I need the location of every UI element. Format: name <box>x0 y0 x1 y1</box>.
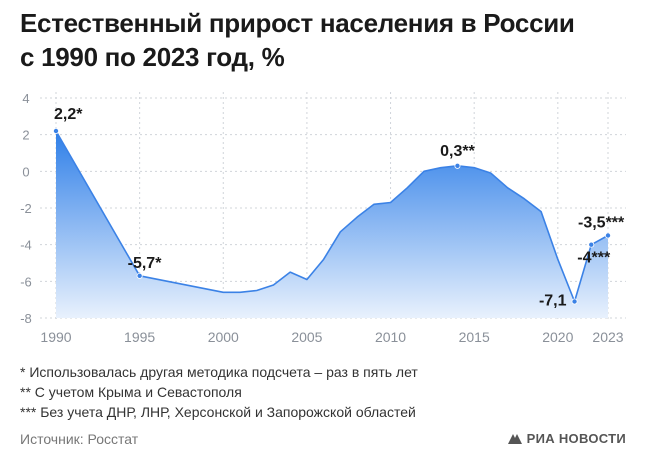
data-label: -5,7* <box>128 255 163 272</box>
data-label: 0,3** <box>440 143 475 160</box>
data-label: -4*** <box>577 250 611 267</box>
data-label: 2,2* <box>54 106 83 123</box>
brand-logo: РИА НОВОСТИ <box>507 431 626 446</box>
footnote-1: * Использовалась другая методика подсчет… <box>20 364 418 380</box>
area-fill <box>56 131 608 318</box>
data-point <box>571 298 578 305</box>
x-tick-label: 1990 <box>40 329 71 345</box>
data-point <box>136 272 143 279</box>
y-tick-label: -4 <box>20 238 32 253</box>
footnote-2: ** С учетом Крыма и Севастополя <box>20 384 242 400</box>
x-tick-label: 2020 <box>542 329 573 345</box>
title-line-1: Естественный прирост населения в России <box>20 8 575 38</box>
data-label: -3,5*** <box>578 215 625 232</box>
brand-name: РИА НОВОСТИ <box>526 431 626 446</box>
data-label: -7,1 <box>539 293 567 310</box>
data-point <box>53 127 60 134</box>
y-tick-label: 0 <box>22 164 29 179</box>
y-tick-label: -8 <box>20 311 32 326</box>
data-point <box>454 162 461 169</box>
x-tick-label: 2015 <box>459 329 490 345</box>
series-line-1 <box>55 130 576 302</box>
x-tick-label: 2000 <box>208 329 239 345</box>
y-tick-label: -2 <box>20 201 32 216</box>
title-line-2: с 1990 по 2023 год, % <box>20 42 285 72</box>
x-tick-label: 1995 <box>124 329 155 345</box>
data-point <box>605 232 612 239</box>
area-chart: 2,2* -5,7* 0,3** -7,1 -4*** -3,5*** 4 2 0 -2 -4 -6… <box>20 91 626 345</box>
x-tick-label: 2005 <box>291 329 322 345</box>
ria-logo-icon <box>507 433 522 444</box>
footnote-3: *** Без учета ДНР, ЛНР, Херсонской и Зап… <box>20 404 416 420</box>
y-tick-label: 2 <box>22 128 29 143</box>
source-text: Источник: Росстат <box>20 431 139 447</box>
y-tick-label: -6 <box>20 274 32 289</box>
footnotes: * Использовалась другая методика подсчет… <box>20 362 418 422</box>
data-point <box>588 241 595 248</box>
y-tick-label: 4 <box>22 91 29 106</box>
chart-title: Естественный прирост населения в России … <box>20 6 630 74</box>
x-tick-label: 2010 <box>375 329 406 345</box>
x-tick-label: 2023 <box>592 329 623 345</box>
